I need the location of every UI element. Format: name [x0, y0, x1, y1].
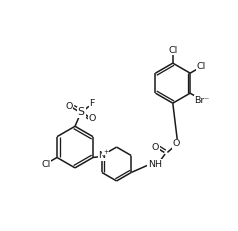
- Text: Br⁻: Br⁻: [194, 96, 210, 105]
- Text: Cl: Cl: [197, 62, 206, 71]
- Text: O: O: [65, 102, 73, 111]
- Text: Cl: Cl: [41, 160, 50, 168]
- Text: N: N: [99, 151, 105, 160]
- Text: +: +: [103, 149, 109, 155]
- Text: O: O: [88, 114, 96, 123]
- Text: F: F: [89, 99, 95, 108]
- Text: Cl: Cl: [168, 46, 177, 55]
- Text: S: S: [78, 107, 85, 117]
- Text: O: O: [173, 140, 180, 149]
- Text: O: O: [151, 143, 159, 152]
- Text: NH: NH: [148, 160, 162, 168]
